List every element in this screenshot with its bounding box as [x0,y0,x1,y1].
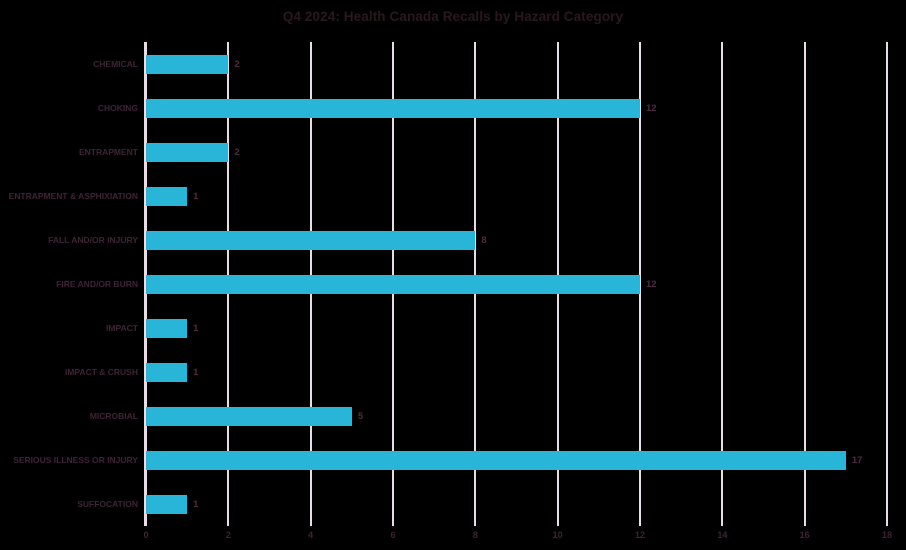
bar-row-impact: 1 [146,306,887,350]
bar-suffocation[interactable] [146,494,188,514]
gridline-14 [721,42,724,526]
x-tick-label-16: 16 [799,530,810,540]
value-label-impact: 1 [193,322,199,334]
category-label-entrapment-asphixiation: ENTRAPMENT & ASPHIXIATION [8,191,138,201]
bar-serious-illness-or-injury[interactable] [146,450,846,470]
x-tick-label-18: 18 [881,530,893,540]
value-label-fire-and-or-burn: 12 [646,278,657,290]
x-tick-label-14: 14 [717,530,728,540]
value-label-choking: 12 [646,102,657,114]
category-label-impact-crush: IMPACT & CRUSH [64,367,138,377]
category-label-fire-and-or-burn: FIRE AND/OR BURN [56,279,138,289]
bar-row-impact-crush: 1 [146,350,887,394]
gridline-18 [886,42,888,526]
chart-title: Q4 2024: Health Canada Recalls by Hazard… [282,9,624,24]
bar-row-chemical: 2 [146,42,887,86]
value-label-fall-and-or-injury: 8 [481,234,487,246]
bar-impact[interactable] [146,318,188,338]
value-label-chemical: 2 [234,58,240,70]
value-label-serious-illness-or-injury: 17 [851,454,863,466]
x-tick-label-0: 0 [143,530,149,540]
category-label-entrapment: ENTRAPMENT [78,147,138,157]
bar-entrapment[interactable] [146,142,229,162]
x-tick-label-8: 8 [472,530,478,540]
x-tick-label-12: 12 [634,530,646,540]
bar-row-suffocation: 1 [146,482,887,526]
bar-impact-crush[interactable] [146,362,188,382]
value-label-entrapment-asphixiation: 1 [193,190,199,202]
x-tick-label-6: 6 [390,530,396,540]
y-axis-category-labels: CHEMICAL CHOKING ENTRAPMENT ENTRAPMENT & AS… [0,42,138,526]
category-label-serious-illness-or-injury: SERIOUS ILLNESS OR INJURY [13,455,138,465]
x-axis: 0 2 4 6 8 10 12 14 16 18 [143,526,892,550]
bar-microbial[interactable] [146,406,352,426]
gridline-16 [803,42,806,526]
bar-row-fire-and-or-burn: 12 [146,262,887,306]
category-label-microbial: MICROBIAL [89,411,138,421]
bar-entrapment-asphixiation[interactable] [146,186,188,206]
bar-row-microbial: 5 [146,394,887,438]
y-axis-line [144,42,147,526]
plot-area: 2 12 2 1 8 12 1 1 5 17 1 [144,42,888,526]
gridline-12 [639,42,641,526]
bar-row-entrapment-asphixiation: 1 [146,174,887,218]
bar-fall-and-or-injury[interactable] [146,230,476,250]
bar-row-choking: 12 [146,86,887,130]
bar-row-entrapment: 2 [146,130,887,174]
category-label-chemical: CHEMICAL [93,59,138,69]
category-label-suffocation: SUFFOCATION [77,499,138,509]
value-label-microbial: 5 [357,410,364,422]
category-label-choking: CHOKING [97,103,138,113]
bar-row-fall-and-or-injury: 8 [146,218,887,262]
bar-row-serious-illness-or-injury: 17 [146,438,887,482]
value-label-impact-crush: 1 [193,366,199,378]
category-label-impact: IMPACT [106,323,138,333]
bar-choking[interactable] [146,98,640,118]
x-tick-label-2: 2 [225,530,231,540]
bar-chemical[interactable] [146,54,229,74]
bar-fire-and-or-burn[interactable] [146,274,640,294]
x-tick-label-4: 4 [308,530,314,540]
x-tick-label-10: 10 [552,530,563,540]
value-label-suffocation: 1 [193,498,199,510]
category-label-fall-and-or-injury: FALL AND/OR INJURY [48,235,138,245]
value-label-entrapment: 2 [234,146,240,158]
